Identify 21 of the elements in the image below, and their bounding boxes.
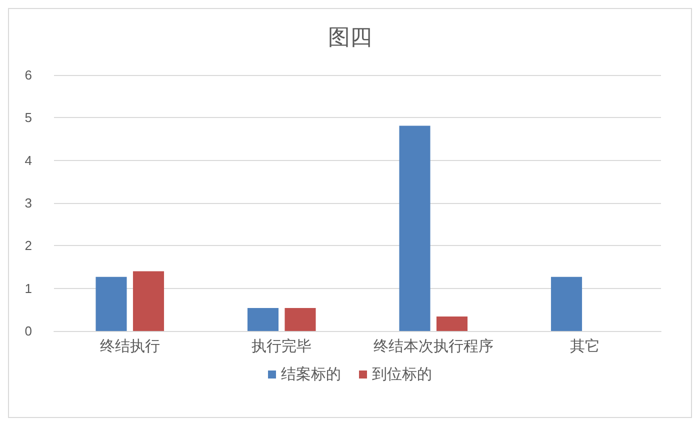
legend-label: 到位标的 xyxy=(372,366,432,383)
x-tick-label: 终结本次执行程序 xyxy=(373,338,494,355)
bar xyxy=(96,276,127,331)
bar xyxy=(399,126,430,331)
y-tick-label: 5 xyxy=(24,110,32,126)
x-tick-label: 终结执行 xyxy=(100,338,160,355)
bar xyxy=(550,276,582,331)
x-tick-label: 其它 xyxy=(570,338,600,355)
y-tick-label: 6 xyxy=(24,68,32,82)
y-tick-label: 3 xyxy=(24,196,32,210)
bar xyxy=(284,308,316,331)
y-tick-label: 4 xyxy=(24,152,32,168)
y-tick-label: 0 xyxy=(24,324,32,338)
bar xyxy=(247,308,279,331)
x-tick-label: 执行完毕 xyxy=(252,338,312,355)
y-tick-label: 1 xyxy=(24,280,32,296)
bar xyxy=(436,316,468,331)
bar xyxy=(132,271,164,331)
chart-title: 图四 xyxy=(328,24,372,50)
legend-label: 结案标的 xyxy=(281,366,341,383)
y-tick-label: 2 xyxy=(24,238,32,254)
